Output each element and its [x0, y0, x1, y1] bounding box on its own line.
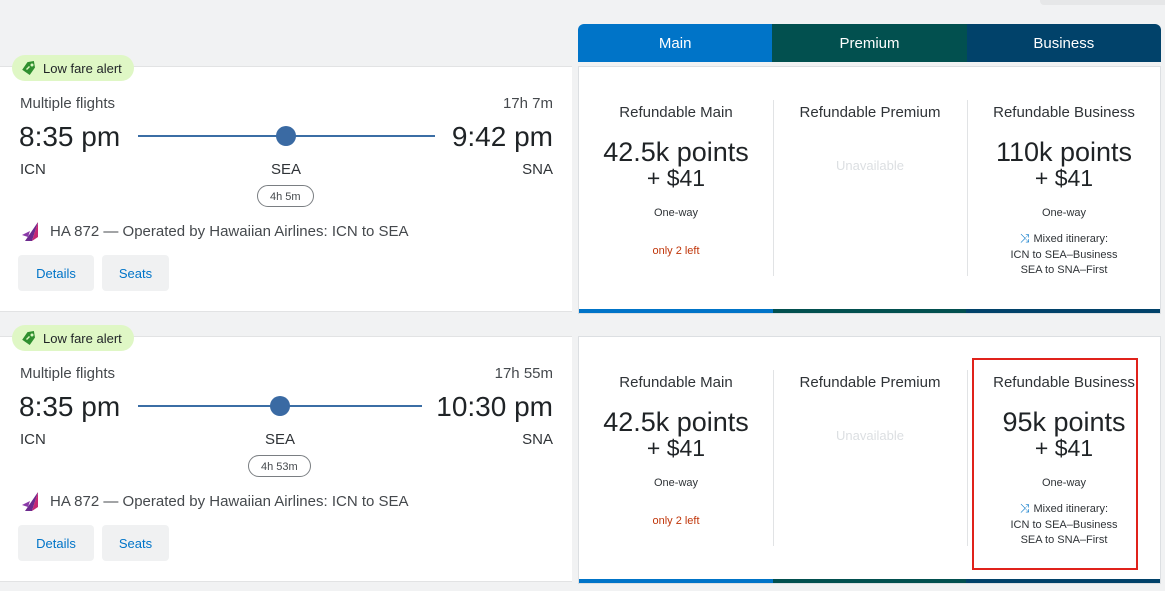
- departure-time: 8:35 pm: [19, 391, 121, 422]
- fare-title: Refundable Business: [993, 374, 1135, 391]
- price-tag-icon: [22, 61, 35, 75]
- fare-color-bars: [579, 309, 1161, 313]
- fare-main[interactable]: Refundable Main 42.5k points + $41 One-w…: [579, 337, 773, 583]
- fare-points: 110k points: [995, 137, 1133, 167]
- column-header-premium[interactable]: Premium: [772, 24, 967, 62]
- fare-unavailable: Unavailable: [836, 158, 904, 173]
- seats-left: only 2 left: [652, 515, 700, 527]
- seats-button[interactable]: Seats: [102, 525, 169, 561]
- alert-label: Low fare alert: [43, 60, 122, 76]
- seats-left: only 2 left: [652, 245, 700, 257]
- mixed-itinerary-note: ⤨ Mixed itinerary: ICN to SEA–Business SE…: [967, 501, 1161, 549]
- premium-bar: [772, 579, 967, 583]
- fare-title: Refundable Main: [619, 104, 733, 121]
- fare-main[interactable]: Refundable Main 42.5k points + $41 One-w…: [579, 67, 773, 313]
- flight-result-1: Low fare alert Multiple flights 17h 7m 8…: [0, 55, 1165, 314]
- details-button[interactable]: Details: [18, 525, 94, 561]
- fare-premium: Refundable Premium Unavailable: [773, 67, 967, 313]
- top-corner-tab: [1040, 0, 1165, 5]
- fare-cash: + $41: [646, 435, 706, 461]
- fare-trip-type: One-way: [653, 477, 699, 489]
- fare-options: Refundable Main 42.5k points + $41 One-w…: [578, 336, 1161, 584]
- hawaiian-airlines-logo: [22, 492, 38, 511]
- fare-title: Refundable Premium: [799, 374, 941, 391]
- column-header-business[interactable]: Business: [966, 24, 1161, 62]
- fare-points: 95k points: [1002, 407, 1126, 437]
- total-duration: 17h 55m: [494, 365, 553, 382]
- mixed-line-2: SEA to SNA–First: [1020, 264, 1108, 276]
- main-bar: [579, 579, 773, 583]
- fare-title: Refundable Business: [993, 104, 1135, 121]
- fare-divider: [773, 100, 774, 276]
- stop-code: SEA: [264, 431, 295, 448]
- fare-divider: [967, 370, 968, 546]
- flight-info-card: Low fare alert Multiple flights 17h 55m …: [0, 325, 572, 582]
- departure-time: 8:35 pm: [19, 121, 121, 152]
- mixed-line-1: ICN to SEA–Business: [1010, 518, 1118, 531]
- fare-premium: Refundable Premium Unavailable: [773, 337, 967, 583]
- details-button[interactable]: Details: [18, 255, 94, 291]
- fare-cash: + $41: [646, 165, 706, 191]
- main-bar: [579, 309, 773, 313]
- origin-code: ICN: [20, 161, 46, 178]
- mixed-title: Mixed itinerary:: [1033, 503, 1109, 515]
- mixed-itinerary-note: ⤨ Mixed itinerary: ICN to SEA–Business SE…: [967, 231, 1161, 279]
- mixed-line-2: SEA to SNA–First: [1020, 534, 1108, 546]
- arrival-time: 10:30 pm: [436, 391, 553, 422]
- fare-business[interactable]: Refundable Business 95k points + $41 One…: [967, 337, 1161, 583]
- page-bottom: [0, 585, 1165, 591]
- business-bar: [966, 579, 1161, 583]
- operated-by-text: HA 872 — Operated by Hawaiian Airlines: …: [50, 223, 409, 240]
- shuffle-icon: ⤨: [1019, 501, 1030, 515]
- flight-result-2: Low fare alert Multiple flights 17h 55m …: [0, 325, 1165, 584]
- destination-code: SNA: [522, 161, 553, 178]
- mixed-line-1: ICN to SEA–Business: [1010, 248, 1118, 261]
- stop-marker: [276, 126, 296, 146]
- fare-unavailable: Unavailable: [836, 428, 904, 443]
- layover-duration: 4h 53m: [248, 455, 311, 477]
- fare-trip-type: One-way: [1041, 207, 1087, 219]
- fare-cash: + $41: [1034, 435, 1094, 461]
- operated-by-text: HA 872 — Operated by Hawaiian Airlines: …: [50, 493, 409, 510]
- fare-color-bars: [579, 579, 1161, 583]
- fare-divider: [967, 100, 968, 276]
- mixed-title: Mixed itinerary:: [1033, 233, 1109, 245]
- column-header-main[interactable]: Main: [578, 24, 773, 62]
- fare-cash: + $41: [1034, 165, 1094, 191]
- flight-summary: Multiple flights: [20, 365, 116, 382]
- seats-button[interactable]: Seats: [102, 255, 169, 291]
- layover-duration: 4h 5m: [257, 185, 314, 207]
- fare-trip-type: One-way: [1041, 477, 1087, 489]
- shuffle-icon: ⤨: [1019, 231, 1030, 245]
- flight-summary: Multiple flights: [20, 95, 116, 112]
- flight-info-card: Low fare alert Multiple flights 17h 7m 8…: [0, 55, 572, 312]
- premium-bar: [772, 309, 967, 313]
- origin-code: ICN: [20, 431, 46, 448]
- low-fare-alert-badge: Low fare alert: [12, 55, 134, 81]
- fare-points: 42.5k points: [603, 407, 749, 437]
- arrival-time: 9:42 pm: [451, 121, 553, 152]
- business-bar: [966, 309, 1161, 313]
- price-tag-icon: [22, 331, 35, 345]
- destination-code: SNA: [522, 431, 553, 448]
- total-duration: 17h 7m: [502, 95, 553, 112]
- fare-title: Refundable Main: [619, 374, 733, 391]
- fare-points: 42.5k points: [603, 137, 749, 167]
- fare-trip-type: One-way: [653, 207, 699, 219]
- low-fare-alert-badge: Low fare alert: [12, 325, 134, 351]
- fare-class-headers: Main Premium Business: [578, 24, 1161, 62]
- fare-business[interactable]: Refundable Business 110k points + $41 On…: [967, 67, 1161, 313]
- stop-code: SEA: [270, 161, 301, 178]
- stop-marker: [270, 396, 290, 416]
- fare-divider: [773, 370, 774, 546]
- alert-label: Low fare alert: [43, 330, 122, 346]
- hawaiian-airlines-logo: [22, 222, 38, 241]
- fare-title: Refundable Premium: [799, 104, 941, 121]
- fare-options: Refundable Main 42.5k points + $41 One-w…: [578, 66, 1161, 314]
